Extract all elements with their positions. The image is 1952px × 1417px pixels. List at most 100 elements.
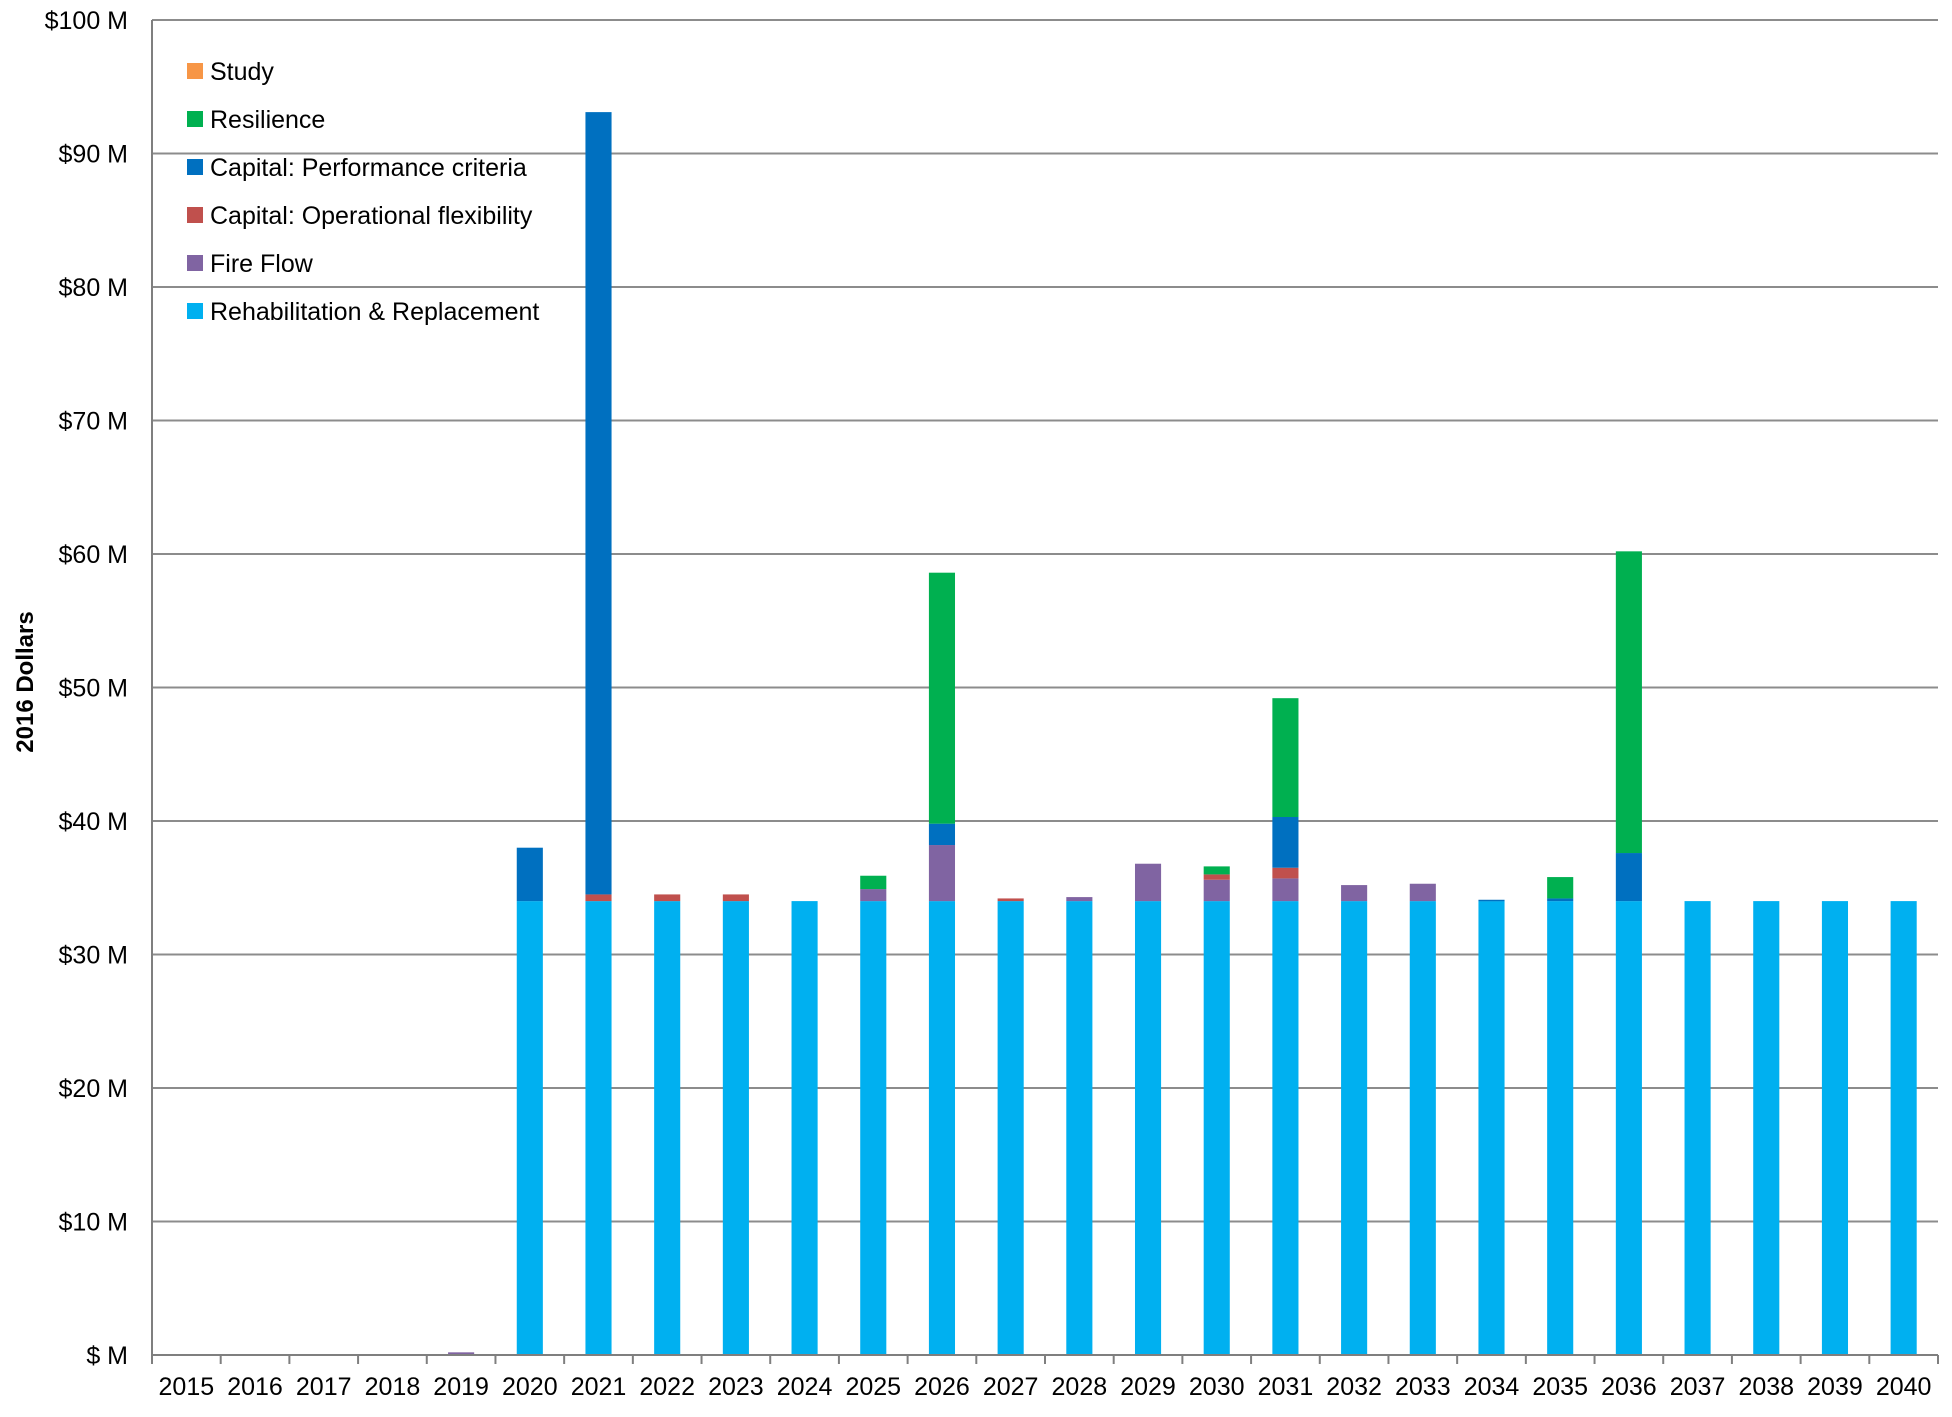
- x-tick-label: 2037: [1670, 1373, 1726, 1401]
- bar-segment: [928, 901, 956, 1355]
- bar-segment: [1615, 551, 1642, 854]
- bar-segment: [448, 1352, 475, 1355]
- x-tick-label: 2030: [1189, 1373, 1245, 1401]
- y-tick-labels: $ M $10 M $20 M $30 M $40 M $50 M $60 M $70 M $8…: [45, 7, 128, 1370]
- bar-segment: [860, 901, 887, 1355]
- bar-segment: [1203, 901, 1230, 1355]
- x-tick-label: 2032: [1326, 1373, 1382, 1401]
- bar-segment: [1478, 901, 1505, 1355]
- bar-segment: [928, 823, 956, 846]
- x-tick-label: 2022: [639, 1373, 695, 1401]
- x-tick-label: 2033: [1395, 1373, 1451, 1401]
- y-tick-label: $10 M: [59, 1209, 128, 1237]
- x-tick-label: 2021: [571, 1373, 627, 1401]
- y-tick-label: $90 M: [59, 141, 128, 169]
- x-tick-label: 2038: [1738, 1373, 1794, 1401]
- bar-segment: [516, 901, 543, 1355]
- y-tick-label: $100 M: [45, 7, 128, 35]
- bar-segment: [1409, 901, 1436, 1355]
- x-tick-label: 2018: [365, 1373, 421, 1401]
- x-tick-label: 2028: [1052, 1373, 1108, 1401]
- y-tick-label: $80 M: [59, 274, 128, 302]
- x-tick-label: 2017: [296, 1373, 352, 1401]
- x-tick-label: 2029: [1120, 1373, 1176, 1401]
- x-tick-label: 2026: [914, 1373, 970, 1401]
- bar-segment: [997, 901, 1024, 1355]
- legend-label: Capital: Performance criteria: [210, 154, 527, 182]
- bar-segment: [585, 112, 612, 895]
- bar-segment: [1547, 901, 1574, 1355]
- bar-segment: [1821, 901, 1849, 1355]
- bar-segment: [791, 901, 818, 1355]
- y-tick-label: $70 M: [59, 408, 128, 436]
- bar-segment: [722, 901, 749, 1355]
- y-tick-label: $30 M: [59, 942, 128, 970]
- legend-label: Capital: Operational flexibility: [210, 202, 533, 230]
- bar-segment: [1684, 901, 1711, 1355]
- y-axis-title: 2016 Dollars: [12, 611, 39, 752]
- bar-segment: [997, 898, 1024, 902]
- bar-segment: [1547, 898, 1574, 902]
- gridlines: [152, 19, 1938, 1223]
- x-tick-label: 2016: [227, 1373, 283, 1401]
- legend-swatch: [187, 63, 203, 79]
- bar-segment: [722, 894, 749, 902]
- y-tick-label: $20 M: [59, 1075, 128, 1103]
- x-tick-label: 2034: [1464, 1373, 1520, 1401]
- x-tick-label: 2020: [502, 1373, 558, 1401]
- x-tick-label: 2015: [159, 1373, 215, 1401]
- bars: [448, 112, 1917, 1355]
- bar-segment: [1341, 901, 1368, 1355]
- x-tick-label: 2027: [983, 1373, 1039, 1401]
- y-tick-label: $50 M: [59, 675, 128, 703]
- bar-segment: [1272, 878, 1299, 902]
- x-tick-label: 2025: [845, 1373, 901, 1401]
- bar-segment: [1615, 901, 1642, 1355]
- bar-segment: [1890, 901, 1917, 1355]
- y-tick-label: $40 M: [59, 808, 128, 836]
- bar-segment: [1272, 698, 1299, 817]
- x-tick-label: 2036: [1601, 1373, 1657, 1401]
- legend-label: Study: [210, 58, 274, 86]
- bar-segment: [1203, 866, 1230, 875]
- bar-segment: [1134, 901, 1162, 1355]
- x-tick-label: 2040: [1876, 1373, 1932, 1401]
- bar-segment: [654, 894, 681, 902]
- bar-segment: [928, 572, 956, 824]
- bar-segment: [585, 894, 612, 902]
- legend-swatch: [187, 303, 203, 319]
- legend-swatch: [187, 255, 203, 271]
- bar-segment: [860, 889, 887, 902]
- x-tick-label: 2019: [433, 1373, 489, 1401]
- legend-label: Resilience: [210, 106, 325, 134]
- bar-segment: [516, 847, 543, 902]
- bar-segment: [1478, 899, 1505, 902]
- bar-segment: [1341, 885, 1368, 902]
- bar-segment: [585, 901, 612, 1355]
- bar-segment: [1547, 877, 1574, 899]
- x-tick-label: 2031: [1258, 1373, 1314, 1401]
- legend-swatch: [187, 111, 203, 127]
- x-tick-labels: 2015 2016 2017 2018 2019 2020 2021 2022 2023 2024…: [159, 1373, 1932, 1401]
- bar-segment: [1134, 863, 1162, 902]
- bar-segment: [1066, 901, 1093, 1355]
- legend-swatch: [187, 207, 203, 223]
- legend: Study Resilience Capital: Performance crit…: [187, 58, 539, 326]
- bar-segment: [1203, 874, 1230, 880]
- x-tick-label: 2039: [1807, 1373, 1863, 1401]
- bar-segment: [1066, 897, 1093, 902]
- axes: [151, 20, 1939, 1364]
- y-tick-label: $ M: [86, 1342, 128, 1370]
- bar-segment: [1409, 883, 1436, 902]
- bar-segment: [928, 845, 956, 902]
- bar-segment: [1753, 901, 1780, 1355]
- x-tick-label: 2035: [1532, 1373, 1588, 1401]
- legend-label: Rehabilitation & Replacement: [210, 298, 539, 326]
- x-tick-label: 2023: [708, 1373, 764, 1401]
- bar-segment: [860, 875, 887, 890]
- y-tick-label: $60 M: [59, 541, 128, 569]
- bar-segment: [1272, 901, 1299, 1355]
- bar-segment: [654, 901, 681, 1355]
